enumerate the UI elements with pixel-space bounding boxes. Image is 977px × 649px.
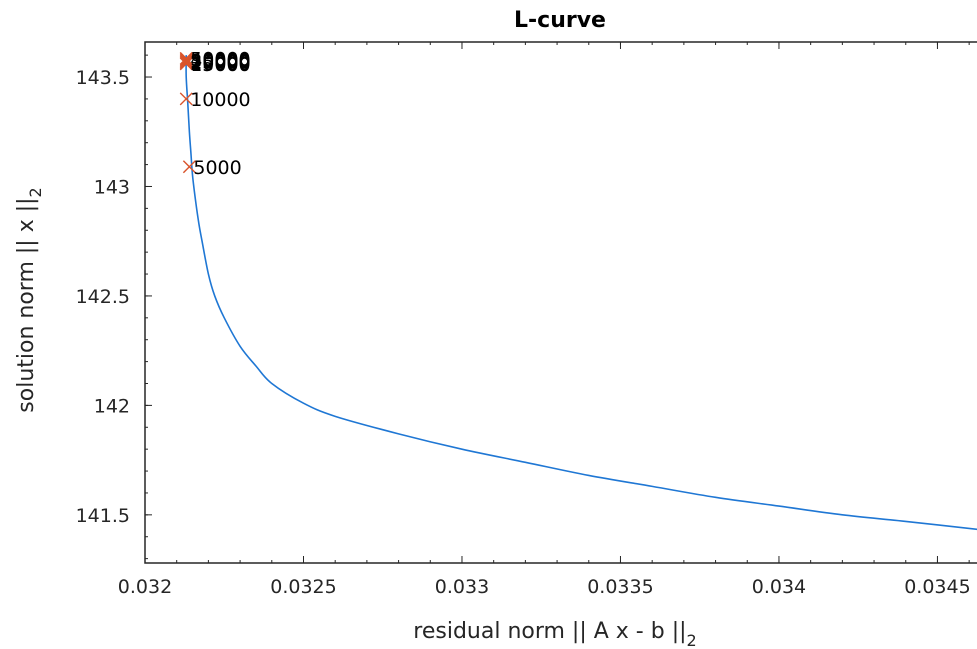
marker-x-stroke bbox=[179, 51, 193, 65]
marker: 40000 bbox=[179, 50, 251, 72]
marker-x-stroke bbox=[179, 53, 193, 67]
x-axis-title-sub: 2 bbox=[687, 631, 697, 649]
marker-label: 40000 bbox=[190, 50, 250, 72]
marker-label: 15000 bbox=[190, 54, 250, 76]
marker-label: 25000 bbox=[190, 52, 250, 74]
marker: 25000 bbox=[179, 52, 251, 74]
marker-label: 50000 bbox=[190, 48, 250, 70]
x-tick-label: 0.034 bbox=[752, 576, 806, 598]
marker-label: 30000 bbox=[190, 51, 250, 73]
marker-x-stroke bbox=[179, 92, 193, 106]
marker: 15000 bbox=[179, 54, 251, 76]
y-axis-title: solution norm || x ||2 bbox=[14, 187, 45, 412]
x-tick-label: 0.0335 bbox=[587, 576, 653, 598]
x-tick-label: 0.0345 bbox=[904, 576, 970, 598]
y-tick-label: 143.5 bbox=[76, 67, 130, 89]
y-tick-label: 142.5 bbox=[76, 286, 130, 308]
marker: 30000 bbox=[179, 51, 251, 73]
y-tick-label: 143 bbox=[94, 176, 130, 198]
y-tick-label: 141.5 bbox=[76, 505, 130, 527]
series-layer bbox=[185, 55, 977, 531]
y-axis-title-sub: 2 bbox=[26, 187, 45, 197]
marker-label: 5000 bbox=[193, 157, 241, 179]
y-axis: 141.5 142 142.5 143 143.5 bbox=[76, 54, 152, 560]
marker-x-stroke bbox=[179, 57, 193, 71]
x-tick-label: 0.0325 bbox=[270, 576, 336, 598]
marker-x-stroke bbox=[179, 54, 193, 68]
x-tick-label: 0.033 bbox=[435, 576, 489, 598]
marker-label: 10000 bbox=[190, 89, 250, 111]
plot-frame bbox=[144, 41, 977, 564]
y-axis-title-main: solution norm || x || bbox=[14, 197, 39, 412]
marker-x-stroke bbox=[179, 56, 193, 70]
l-curve-line bbox=[185, 55, 977, 531]
marker: 5000 bbox=[182, 157, 242, 179]
y-tick-label: 142 bbox=[94, 395, 130, 417]
chart-title: L-curve bbox=[514, 8, 606, 33]
marker: 10000 bbox=[179, 89, 251, 111]
x-axis: 0.032 0.0325 0.033 0.0335 0.034 0.0345 bbox=[118, 42, 971, 598]
x-axis-title: residual norm || A x - b ||2 bbox=[413, 619, 696, 649]
marker-x-stroke bbox=[182, 160, 196, 174]
marker-label: 20000 bbox=[190, 53, 250, 75]
x-tick-label: 0.032 bbox=[118, 576, 172, 598]
marker: 50000 bbox=[179, 48, 251, 70]
marker: 20000 bbox=[179, 53, 251, 75]
marker-x-stroke bbox=[179, 55, 193, 69]
x-axis-title-main: residual norm || A x - b || bbox=[413, 619, 686, 644]
